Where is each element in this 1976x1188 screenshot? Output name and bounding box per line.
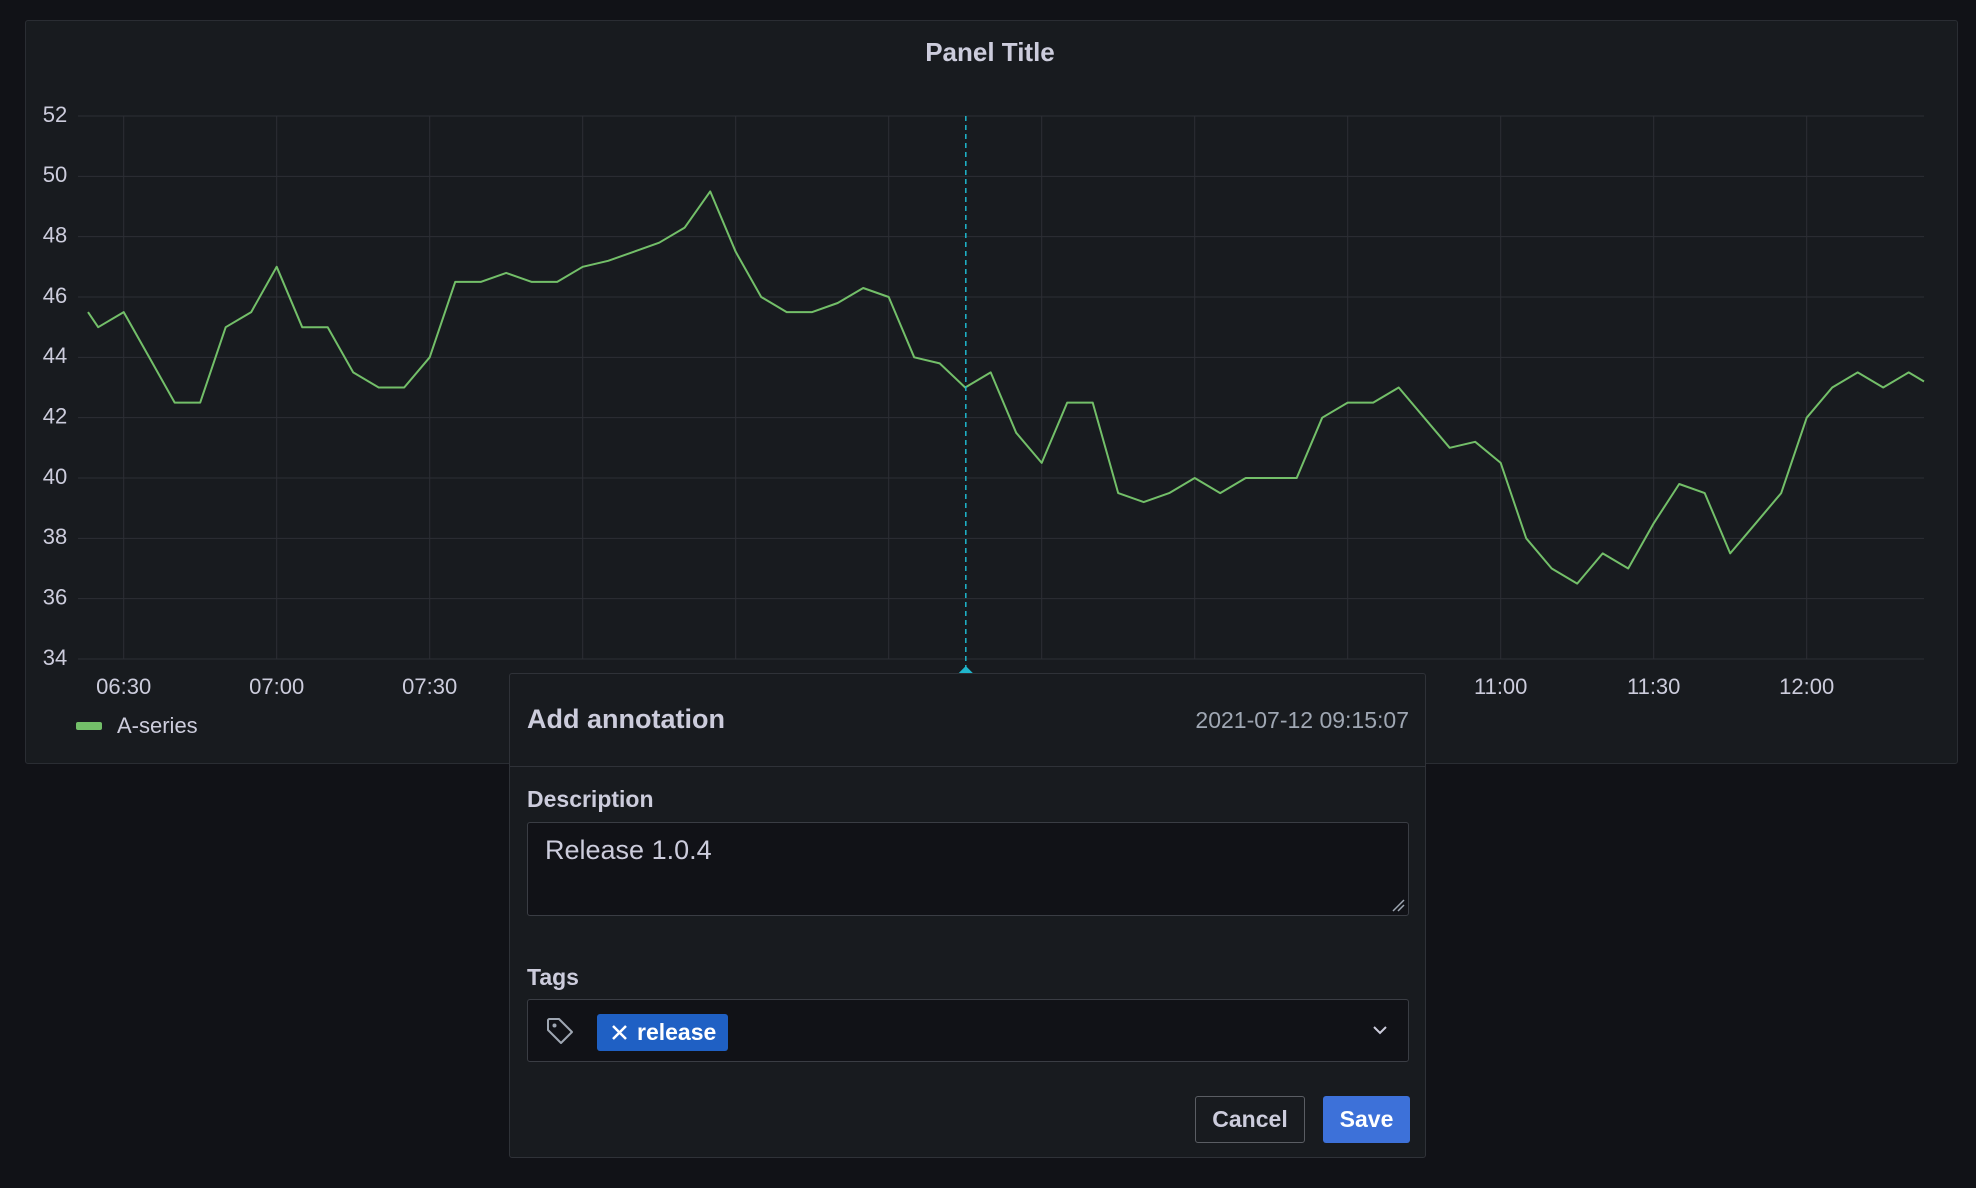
y-tick-label: 36 (43, 584, 67, 609)
y-tick-label: 50 (43, 162, 67, 187)
cancel-button[interactable]: Cancel (1195, 1096, 1305, 1143)
remove-tag-icon[interactable] (611, 1024, 628, 1041)
x-tick-label: 06:30 (96, 674, 151, 699)
description-input[interactable]: Release 1.0.4 (527, 822, 1409, 916)
resize-handle (1392, 899, 1405, 912)
x-tick-label: 07:30 (402, 674, 457, 699)
save-button[interactable]: Save (1323, 1096, 1410, 1143)
series-line (87, 190, 1925, 585)
divider (510, 766, 1425, 767)
x-tick-label: 11:30 (1627, 674, 1680, 699)
x-tick-label: 07:00 (249, 674, 304, 699)
tags-input[interactable]: release (527, 999, 1409, 1062)
y-tick-label: 46 (43, 283, 67, 308)
y-tick-label: 44 (43, 343, 67, 368)
x-tick-label: 11:00 (1474, 674, 1527, 699)
tags-label: Tags (527, 964, 579, 990)
y-tick-label: 38 (43, 524, 67, 549)
y-tick-label: 40 (43, 464, 67, 489)
dropdown-chevron[interactable] (1372, 1024, 1388, 1036)
annotation-marker (958, 666, 973, 673)
legend-label[interactable]: A-series (117, 713, 198, 738)
y-tick-label: 48 (43, 222, 67, 247)
y-tick-label: 42 (43, 403, 67, 428)
x-tick-label: 12:00 (1779, 674, 1834, 699)
description-label: Description (527, 786, 654, 812)
legend-swatch[interactable] (76, 722, 102, 730)
dialog-title: Add annotation (527, 704, 725, 734)
description-text: Release 1.0.4 (545, 835, 712, 865)
panel-title: Panel Title (925, 37, 1055, 67)
y-tick-label: 34 (43, 645, 67, 670)
y-tick-label: 52 (43, 102, 67, 127)
panel (25, 20, 1958, 764)
timestamp: 2021-07-12 09:15:07 (1195, 707, 1409, 733)
annotation-dialog: Add annotation 2021-07-12 09:15:07 Descr… (509, 673, 1426, 1158)
tag-icon (547, 1018, 573, 1044)
tag-chip[interactable]: release (597, 1014, 729, 1051)
tag-text: release (637, 1019, 717, 1045)
